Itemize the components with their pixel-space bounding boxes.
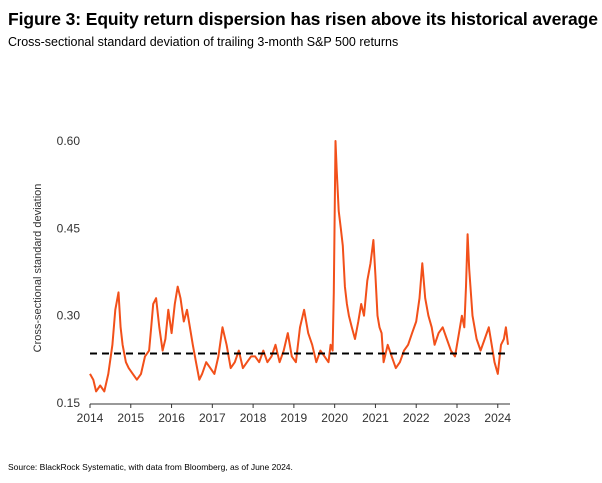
y-tick-label: 0.45	[57, 221, 81, 235]
x-tick-label: 2019	[281, 411, 308, 425]
chart-title: Figure 3: Equity return dispersion has r…	[8, 9, 598, 29]
chart-subtitle: Cross-sectional standard deviation of tr…	[8, 35, 399, 49]
x-tick-label: 2015	[117, 411, 144, 425]
y-axis-label: Cross-sectional standard deviation	[32, 184, 44, 353]
dispersion-line-chart: 2014 2015 2016 2017 2018 2019 2020 2021 2022 2023…	[32, 134, 512, 425]
source-note: Source: BlackRock Systematic, with data …	[8, 462, 293, 472]
x-tick-label: 2014	[77, 411, 104, 425]
axes: 2014 2015 2016 2017 2018 2019 2020 2021 2022 2023…	[57, 134, 512, 425]
dispersion-series-line	[89, 140, 509, 393]
x-tick-label: 2018	[240, 411, 267, 425]
x-tick-label: 2017	[199, 411, 226, 425]
x-tick-label: 2023	[444, 411, 471, 425]
series-layer	[89, 140, 509, 393]
x-tick-label: 2020	[321, 411, 348, 425]
x-tick-label: 2021	[362, 411, 389, 425]
y-tick-label: 0.30	[57, 309, 81, 323]
y-tick-label: 0.15	[57, 396, 81, 410]
y-tick-label: 0.60	[57, 134, 81, 148]
x-tick-label: 2016	[158, 411, 185, 425]
x-tick-label: 2022	[403, 411, 430, 425]
x-tick-label: 2024	[484, 411, 511, 425]
